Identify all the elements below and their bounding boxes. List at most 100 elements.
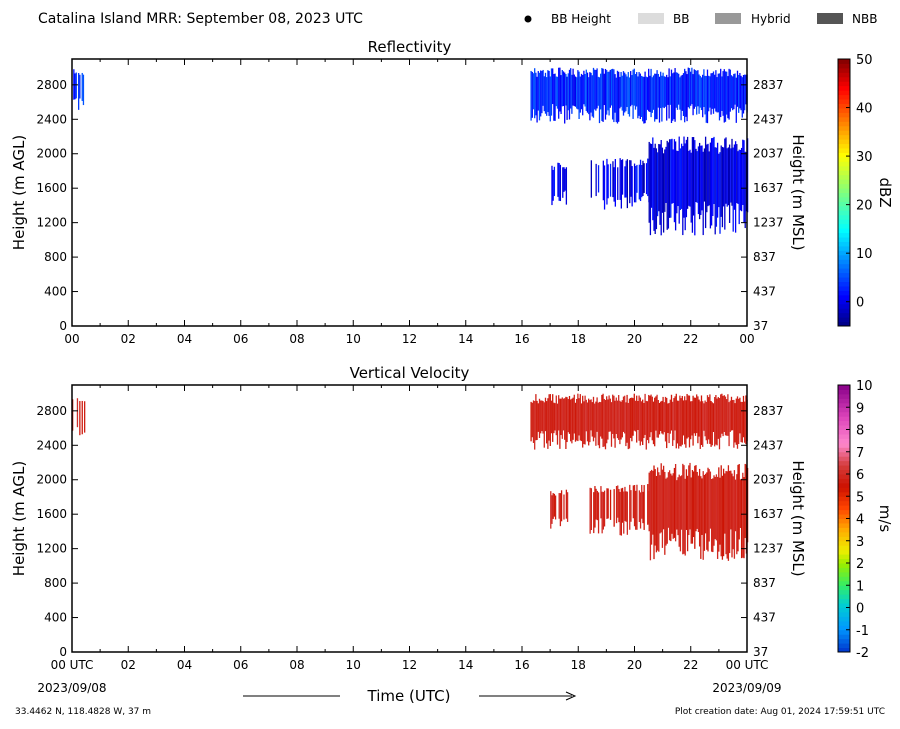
data-column: [697, 146, 700, 215]
data-column: [630, 71, 632, 107]
data-column: [612, 161, 614, 198]
data-column: [742, 139, 744, 205]
data-column: [690, 477, 692, 544]
data-column: [704, 473, 707, 534]
data-column: [734, 403, 736, 443]
data-column: [627, 72, 629, 115]
data-column: [619, 491, 621, 536]
data-column: [615, 77, 617, 123]
colorbar-segment: [838, 290, 850, 296]
colorbar-segment: [838, 500, 850, 506]
data-column: [660, 71, 662, 109]
colorbar-segment: [838, 125, 850, 131]
colorbar-segment: [838, 76, 850, 82]
data-column: [688, 68, 691, 109]
data-column: [570, 68, 572, 109]
data-column: [627, 402, 629, 450]
data-column: [733, 144, 736, 210]
colorbar-segment: [838, 299, 850, 305]
data-column: [687, 395, 689, 438]
data-column: [679, 77, 681, 110]
data-column: [630, 160, 632, 197]
data-column: [632, 398, 634, 436]
data-column: [676, 72, 679, 110]
colorbar-segment: [838, 174, 850, 180]
data-column: [695, 465, 697, 532]
data-column: [740, 147, 743, 212]
data-column: [612, 68, 614, 120]
data-column: [688, 465, 690, 536]
data-column: [553, 493, 556, 517]
data-column: [743, 477, 745, 559]
data-column: [732, 476, 734, 550]
data-column: [685, 400, 687, 448]
y-tick-label-right: 2437: [753, 112, 784, 126]
data-column: [696, 471, 698, 529]
data-column: [658, 402, 661, 435]
colorbar-segment: [838, 285, 850, 291]
data-column: [542, 401, 544, 434]
colorbar-segment: [838, 398, 850, 404]
colorbar-segment: [838, 254, 850, 260]
data-column: [81, 400, 83, 435]
colorbar-segment: [838, 393, 850, 399]
data-column: [685, 139, 688, 218]
data-column: [580, 403, 583, 442]
data-column: [652, 137, 654, 221]
colorbar-segment: [838, 487, 850, 493]
data-column: [675, 393, 677, 449]
data-column: [692, 137, 695, 216]
data-column: [594, 486, 596, 528]
y-tick-label: 2000: [36, 473, 67, 487]
data-column: [723, 69, 725, 123]
colorbar-segment: [838, 165, 850, 171]
colorbar-segment: [838, 103, 850, 109]
data-column: [716, 77, 718, 113]
colorbar-segment: [838, 429, 850, 435]
data-column: [639, 492, 642, 529]
data-column: [633, 485, 636, 527]
data-column: [720, 465, 722, 557]
data-column: [541, 70, 543, 114]
colorbar-segment: [838, 576, 850, 582]
data-column: [669, 76, 671, 105]
data-column: [673, 398, 675, 441]
colorbar-segment: [838, 85, 850, 91]
y-tick-label-right: 37: [753, 645, 768, 659]
data-column: [609, 489, 612, 520]
data-column: [595, 163, 597, 197]
data-column: [574, 76, 577, 107]
data-column: [744, 74, 746, 111]
data-column: [619, 158, 621, 200]
colorbar-segment: [838, 210, 850, 216]
colorbar-segment: [838, 214, 850, 220]
data-column: [720, 145, 722, 217]
colorbar-segment: [838, 232, 850, 238]
colorbar-segment: [838, 567, 850, 573]
colorbar-segment: [838, 81, 850, 87]
colorbar-segment: [838, 59, 850, 64]
data-column: [659, 144, 661, 225]
colorbar-tick-label: 7: [856, 446, 864, 461]
data-column: [592, 396, 595, 442]
data-column: [656, 70, 658, 120]
data-column: [655, 396, 657, 431]
data-column: [75, 72, 77, 99]
data-column: [555, 76, 557, 107]
data-column: [670, 69, 673, 124]
colorbar-segment: [838, 571, 850, 577]
data-column: [550, 491, 552, 529]
data-column: [649, 75, 651, 112]
data-column: [578, 398, 580, 436]
data-column: [712, 137, 714, 217]
data-column: [721, 393, 723, 434]
x-tick-label: 00: [64, 332, 79, 346]
data-column: [560, 398, 562, 436]
data-column: [721, 146, 724, 228]
data-column: [739, 479, 742, 528]
data-column: [648, 141, 650, 223]
data-column: [714, 147, 716, 235]
data-column: [577, 393, 579, 442]
data-column: [618, 395, 620, 440]
colorbar-segment: [838, 250, 850, 256]
